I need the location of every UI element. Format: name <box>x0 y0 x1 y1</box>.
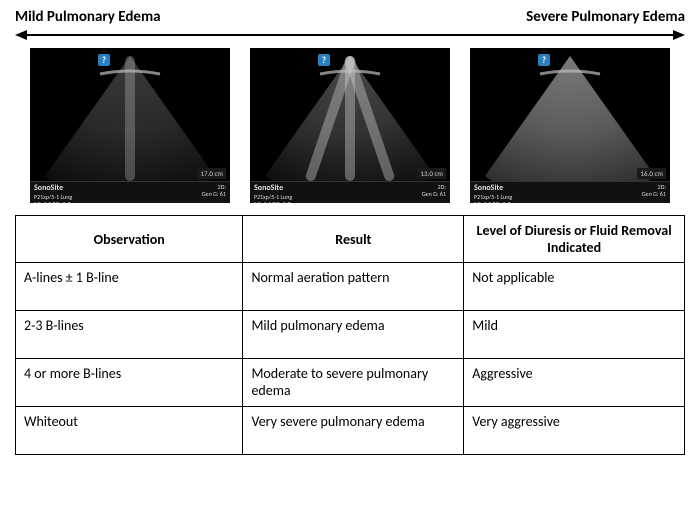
table-cell: 2-3 B-lines <box>16 311 243 359</box>
table-cell: Whiteout <box>16 407 243 455</box>
ultrasound-footer: SonoSiteP21xp/5-1 LungMI: 0.5 TIS: 0.7 2D… <box>30 181 230 203</box>
severity-header: Mild Pulmonary Edema Severe Pulmonary Ed… <box>15 8 685 26</box>
depth-label: 16.0 cm <box>637 168 666 179</box>
footer-right: 2D:Gen G: 61 <box>202 184 226 198</box>
orientation-marker-icon: ? <box>98 54 110 66</box>
orientation-marker-icon: ? <box>318 54 330 66</box>
table-row: 4 or more B-linesModerate to severe pulm… <box>16 359 685 407</box>
footer-right: 2D:Gen G: 61 <box>422 184 446 198</box>
table-header-row: Observation Result Level of Diuresis or … <box>16 216 685 263</box>
orientation-marker-icon: ? <box>538 54 550 66</box>
table-cell: Very aggressive <box>464 407 685 455</box>
table-cell: Aggressive <box>464 359 685 407</box>
ultrasound-footer: SonoSiteP21xp/5-1 LungMI: 0.5 TIS: 0.7 2D… <box>470 181 670 203</box>
table-cell: Normal aeration pattern <box>243 263 464 311</box>
ultrasound-footer: SonoSiteP21xp/5-1 LungMI: 1.1 TIS: 0.7 2D… <box>250 181 450 203</box>
ultrasound-row: ? 17.0 cm SonoSiteP21xp/5-1 LungMI: 0.5 TI… <box>15 48 685 203</box>
depth-label: 17.0 cm <box>197 168 226 179</box>
table-cell: Not applicable <box>464 263 685 311</box>
table-cell: Very severe pulmonary edema <box>243 407 464 455</box>
depth-label: 13.0 cm <box>417 168 446 179</box>
table-cell: 4 or more B-lines <box>16 359 243 407</box>
severity-arrow <box>15 28 685 42</box>
ultrasound-panel: ? 17.0 cm SonoSiteP21xp/5-1 LungMI: 0.5 TI… <box>30 48 230 203</box>
footer-left: SonoSiteP21xp/5-1 LungMI: 0.5 TIS: 0.7 <box>474 184 512 203</box>
footer-left: SonoSiteP21xp/5-1 LungMI: 0.5 TIS: 0.7 <box>34 184 72 203</box>
mild-label: Mild Pulmonary Edema <box>15 8 161 26</box>
col-action: Level of Diuresis or Fluid Removal Indic… <box>464 216 685 263</box>
footer-right: 2D:Gen G: 61 <box>642 184 666 198</box>
ultrasound-panel: ? 16.0 cm SonoSiteP21xp/5-1 LungMI: 0.5 TI… <box>470 48 670 203</box>
severe-label: Severe Pulmonary Edema <box>526 8 685 26</box>
table-body: A-lines ± 1 B-lineNormal aeration patter… <box>16 263 685 455</box>
col-observation: Observation <box>16 216 243 263</box>
table-row: WhiteoutVery severe pulmonary edemaVery … <box>16 407 685 455</box>
footer-left: SonoSiteP21xp/5-1 LungMI: 1.1 TIS: 0.7 <box>254 184 292 203</box>
table-row: 2-3 B-linesMild pulmonary edemaMild <box>16 311 685 359</box>
ultrasound-panel: ? 13.0 cm SonoSiteP21xp/5-1 LungMI: 1.1 TI… <box>250 48 450 203</box>
col-result: Result <box>243 216 464 263</box>
table-row: A-lines ± 1 B-lineNormal aeration patter… <box>16 263 685 311</box>
table-cell: Mild <box>464 311 685 359</box>
edema-table: Observation Result Level of Diuresis or … <box>15 215 685 455</box>
table-cell: Moderate to severe pulmonary edema <box>243 359 464 407</box>
table-cell: A-lines ± 1 B-line <box>16 263 243 311</box>
table-cell: Mild pulmonary edema <box>243 311 464 359</box>
